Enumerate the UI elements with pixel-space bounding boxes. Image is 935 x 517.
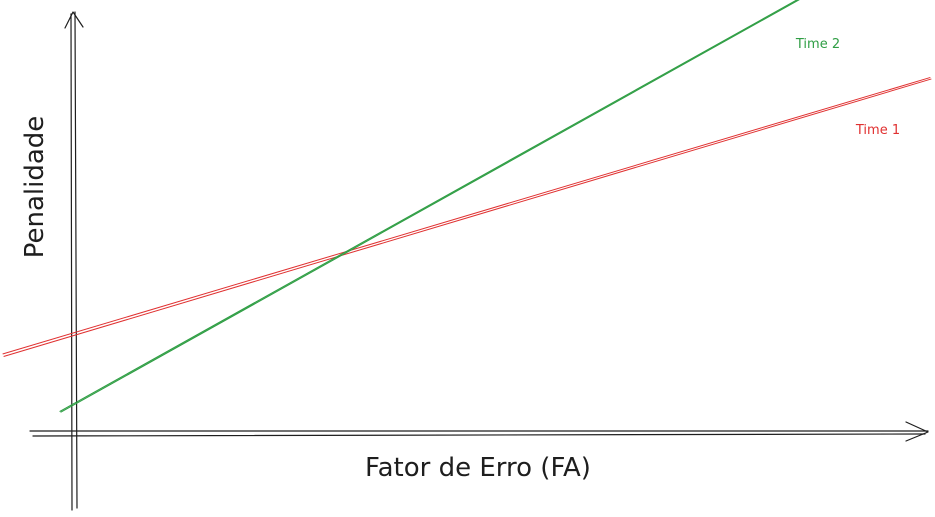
series-time-1-line — [2, 77, 932, 357]
series-stroke — [60, 0, 800, 413]
y-axis-title: Penalidade — [20, 116, 50, 259]
series-stroke — [59, 0, 798, 412]
series-layer — [2, 0, 932, 413]
x-axis-title: Fator de Erro (FA) — [365, 453, 591, 483]
x-axis — [29, 421, 929, 442]
y-axis — [64, 11, 84, 511]
series-label-time-1: Time 1 — [855, 123, 900, 138]
series-time-2-line — [59, 0, 800, 413]
series-stroke — [2, 77, 931, 355]
series-label-time-2: Time 2 — [795, 37, 840, 52]
series-stroke — [3, 78, 932, 357]
